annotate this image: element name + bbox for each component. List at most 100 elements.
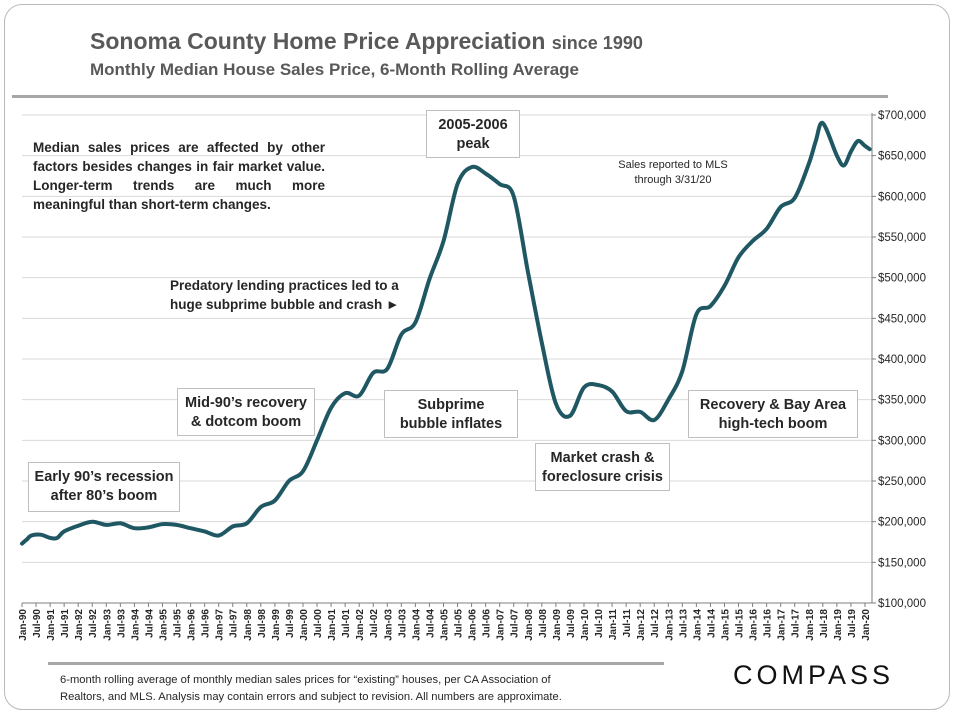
x-tick-label: Jan-90 xyxy=(18,609,29,641)
peak-annotation: 2005-2006 peak xyxy=(426,110,520,158)
x-tick-label: Jul-95 xyxy=(173,609,184,638)
mls-line-1: Sales reported to MLS xyxy=(618,159,728,171)
crash-line-1: Market crash & xyxy=(550,450,655,466)
x-tick-label: Jul-12 xyxy=(650,609,661,638)
x-tick-label: Jan-05 xyxy=(439,609,450,641)
predatory-line-1: Predatory lending practices led to a xyxy=(170,278,399,293)
mls-note: Sales reported to MLS through 3/31/20 xyxy=(598,158,748,188)
x-tick-label: Jul-98 xyxy=(257,609,268,638)
x-tick-label: Jan-91 xyxy=(46,609,57,641)
x-tick-label: Jan-12 xyxy=(636,609,647,641)
chart-subtitle: Monthly Median House Sales Price, 6-Mont… xyxy=(90,60,579,79)
footer-line-1: 6-month rolling average of monthly media… xyxy=(60,674,551,686)
x-tick-label: Jul-03 xyxy=(397,609,408,638)
x-tick-label: Jul-14 xyxy=(706,609,717,638)
footer-note: 6-month rolling average of monthly media… xyxy=(60,672,660,706)
x-tick-label: Jul-15 xyxy=(735,609,746,638)
recovery-line-1: Recovery & Bay Area xyxy=(699,397,847,413)
mid90s-annotation: Mid-90’s recovery & dotcom boom xyxy=(177,388,315,436)
y-tick-label: $500,000 xyxy=(878,273,926,285)
y-tick-label: $100,000 xyxy=(878,598,926,610)
mls-line-2: through 3/31/20 xyxy=(634,174,712,186)
x-tick-label: Jan-95 xyxy=(158,609,169,641)
title-suffix: since 1990 xyxy=(551,33,643,53)
x-tick-label: Jul-04 xyxy=(425,609,436,638)
x-tick-label: Jan-97 xyxy=(215,609,226,641)
predatory-annotation: Predatory lending practices led to a hug… xyxy=(170,276,420,314)
title-main: Sonoma County Home Price Appreciation xyxy=(90,28,546,54)
y-tick-label: $600,000 xyxy=(878,191,926,203)
x-tick-label: Jan-01 xyxy=(327,609,338,641)
x-tick-label: Jul-02 xyxy=(369,609,380,638)
x-tick-label: Jul-05 xyxy=(454,609,465,638)
x-tick-label: Jan-07 xyxy=(496,609,507,641)
x-tick-label: Jul-94 xyxy=(144,609,155,638)
x-tick-label: Jul-93 xyxy=(116,609,127,638)
x-axis-ticks: Jan-90 Jul-90 Jan-91 Jul-91 Jan-92 Jul-92 Jan-… xyxy=(18,603,872,641)
crash-annotation: Market crash & foreclosure crisis xyxy=(535,443,670,491)
mid90s-line-2: & dotcom boom xyxy=(190,414,302,430)
subprime-line-2: bubble inflates xyxy=(399,416,503,432)
x-tick-label: Jul-01 xyxy=(341,609,352,638)
x-tick-label: Jan-06 xyxy=(468,609,479,641)
y-tick-label: $300,000 xyxy=(878,435,926,447)
crash-line-2: foreclosure crisis xyxy=(542,469,663,485)
y-tick-label: $400,000 xyxy=(878,354,926,366)
x-tick-label: Jan-03 xyxy=(383,609,394,641)
x-tick-label: Jan-11 xyxy=(608,609,619,641)
x-tick-label: Jul-96 xyxy=(201,609,212,638)
x-tick-label: Jul-10 xyxy=(594,609,605,638)
x-tick-label: Jan-15 xyxy=(720,609,731,641)
x-tick-label: Jul-16 xyxy=(763,609,774,638)
x-tick-label: Jan-04 xyxy=(411,609,422,641)
peak-line-2: peak xyxy=(456,136,490,152)
y-tick-label: $650,000 xyxy=(878,151,926,163)
x-tick-label: Jul-90 xyxy=(32,609,43,638)
predatory-line-2: huge subprime bubble and crash ► xyxy=(170,297,400,312)
x-tick-label: Jul-13 xyxy=(678,609,689,638)
y-tick-label: $200,000 xyxy=(878,517,926,529)
x-tick-label: Jan-14 xyxy=(692,609,703,641)
y-tick-label: $700,000 xyxy=(878,110,926,122)
x-tick-label: Jul-92 xyxy=(88,609,99,638)
y-tick-label: $550,000 xyxy=(878,232,926,244)
mid90s-line-1: Mid-90’s recovery xyxy=(185,395,307,411)
y-axis-ticks: $100,000 $150,000 $200,000 $250,000 $300,000… xyxy=(872,110,926,610)
recovery-line-2: high-tech boom xyxy=(718,416,828,432)
price-series-line xyxy=(20,120,872,546)
early90s-annotation: Early 90’s recession after 80’s boom xyxy=(28,462,180,512)
recovery-annotation: Recovery & Bay Area high-tech boom xyxy=(688,390,858,438)
early90s-line-1: Early 90’s recession xyxy=(34,469,174,485)
x-tick-label: Jul-91 xyxy=(60,609,71,638)
x-tick-label: Jan-02 xyxy=(355,609,366,641)
x-tick-label: Jul-99 xyxy=(285,609,296,638)
x-tick-label: Jul-06 xyxy=(482,609,493,638)
x-tick-label: Jul-19 xyxy=(847,609,858,638)
x-tick-label: Jan-99 xyxy=(271,609,282,641)
x-tick-label: Jan-16 xyxy=(749,609,760,641)
x-tick-label: Jan-19 xyxy=(833,609,844,641)
subprime-line-1: Subprime xyxy=(417,397,485,413)
peak-line-1: 2005-2006 xyxy=(438,117,508,133)
y-tick-label: $250,000 xyxy=(878,476,926,488)
x-tick-label: Jul-18 xyxy=(819,609,830,638)
x-tick-label: Jul-08 xyxy=(538,609,549,638)
x-tick-label: Jan-92 xyxy=(74,609,85,641)
x-tick-label: Jan-93 xyxy=(102,609,113,641)
x-tick-label: Jul-00 xyxy=(313,609,324,638)
x-tick-label: Jul-07 xyxy=(510,609,521,638)
x-tick-label: Jan-20 xyxy=(861,609,872,641)
x-tick-label: Jan-18 xyxy=(805,609,816,641)
y-tick-label: $450,000 xyxy=(878,313,926,325)
axes xyxy=(22,113,873,604)
x-tick-label: Jan-98 xyxy=(243,609,254,641)
intro-annotation: Median sales prices are affected by othe… xyxy=(33,140,325,212)
x-tick-label: Jul-97 xyxy=(229,609,240,638)
footer-line-2: Realtors, and MLS. Analysis may contain … xyxy=(60,691,562,703)
x-tick-label: Jan-17 xyxy=(777,609,788,641)
x-tick-label: Jan-13 xyxy=(664,609,675,641)
y-tick-label: $350,000 xyxy=(878,395,926,407)
x-tick-label: Jul-09 xyxy=(566,609,577,638)
y-tick-label: $150,000 xyxy=(878,557,926,569)
